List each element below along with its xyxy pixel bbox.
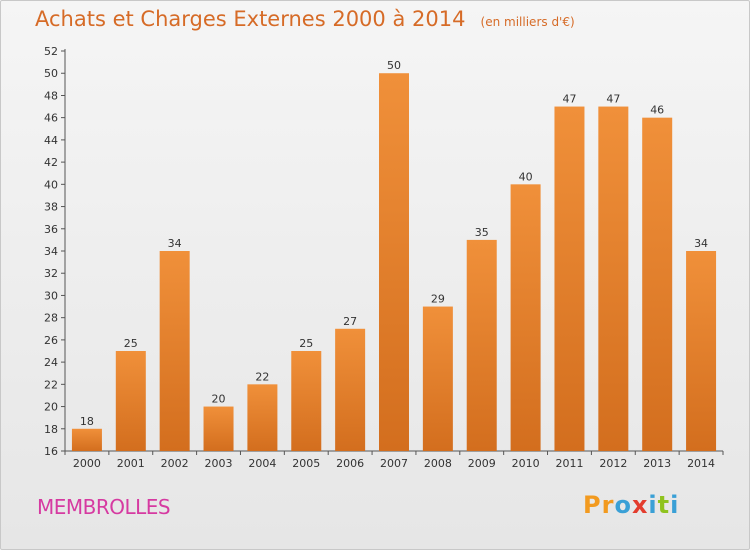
bar	[291, 351, 322, 451]
y-tick-label: 48	[44, 89, 58, 102]
data-label: 25	[299, 337, 313, 350]
y-tick-label: 36	[44, 223, 58, 236]
y-tick-label: 52	[44, 45, 58, 58]
bar	[642, 117, 673, 452]
y-tick-label: 18	[44, 423, 58, 436]
bar	[510, 184, 541, 452]
commune-name: MEMBROLLES	[37, 495, 171, 519]
data-label: 50	[387, 59, 401, 72]
logo-letter: i	[648, 491, 658, 519]
y-tick-label: 44	[44, 134, 58, 147]
y-axis: 16 18 20 22 24 26 28 30 32 34 36 38 40 42 44 46 48 50 52	[44, 45, 66, 458]
bars	[71, 73, 717, 452]
bar	[598, 106, 629, 452]
data-label: 27	[343, 315, 357, 328]
x-tick-label: 2010	[512, 457, 540, 470]
logo-letter: i	[670, 491, 680, 519]
x-tick-label: 2002	[161, 457, 189, 470]
bar	[686, 251, 717, 451]
logo-letter: x	[631, 491, 649, 519]
bar	[203, 406, 234, 451]
bar	[247, 384, 278, 451]
x-tick-label: 2014	[687, 457, 715, 470]
data-labels: 18 25 34 20 22 25 27 50 29 35 40 47 47 46 34	[80, 59, 708, 428]
y-tick-label: 40	[44, 178, 58, 191]
data-label: 47	[562, 93, 576, 106]
data-label: 20	[212, 393, 226, 406]
x-tick-label: 2006	[336, 457, 364, 470]
x-tick-label: 2003	[205, 457, 233, 470]
bar	[379, 73, 409, 451]
x-tick-label: 2013	[643, 457, 671, 470]
y-tick-label: 32	[44, 267, 58, 280]
x-tick-label: 2009	[468, 457, 496, 470]
data-label: 40	[519, 170, 533, 183]
y-tick-label: 22	[44, 378, 58, 391]
data-label: 18	[80, 415, 94, 428]
data-label: 25	[124, 337, 138, 350]
chart-unit: (en milliers d'€)	[480, 15, 575, 29]
x-tick-label: 2001	[117, 457, 145, 470]
x-tick-label: 2008	[424, 457, 452, 470]
bar	[335, 328, 366, 451]
bar	[554, 106, 585, 452]
proxiti-logo: Proxiti	[583, 491, 679, 519]
bar	[422, 306, 453, 451]
data-label: 29	[431, 293, 445, 306]
logo-letter: P	[583, 491, 602, 519]
y-tick-label: 30	[44, 289, 58, 302]
x-axis: 2000 2001 2002 2003 2004 2005 2006 2007 2008 2009…	[64, 450, 724, 470]
data-label: 47	[606, 93, 620, 106]
logo-letter: o	[614, 491, 632, 519]
bar	[71, 428, 102, 451]
data-label: 34	[168, 237, 182, 250]
y-tick-label: 38	[44, 201, 58, 214]
y-tick-label: 50	[44, 67, 58, 80]
bar	[466, 239, 497, 451]
data-label: 22	[255, 370, 269, 383]
data-label: 35	[475, 226, 489, 239]
y-tick-label: 16	[44, 445, 58, 458]
y-tick-label: 26	[44, 334, 58, 347]
x-tick-label: 2000	[73, 457, 101, 470]
data-label: 34	[694, 237, 708, 250]
x-tick-label: 2007	[380, 457, 408, 470]
x-tick-label: 2011	[555, 457, 583, 470]
chart-title: Achats et Charges Externes 2000 à 2014	[35, 7, 466, 31]
logo-letter: t	[657, 491, 671, 519]
y-tick-label: 20	[44, 401, 58, 414]
logo-letter: r	[601, 491, 615, 519]
bar	[115, 351, 146, 451]
bar	[159, 251, 190, 451]
x-tick-label: 2004	[248, 457, 276, 470]
x-tick-label: 2005	[292, 457, 320, 470]
title-line: Achats et Charges Externes 2000 à 2014 (…	[35, 7, 575, 31]
x-tick-label: 2012	[599, 457, 627, 470]
y-tick-label: 24	[44, 356, 58, 369]
y-tick-label: 42	[44, 156, 58, 169]
y-tick-label: 46	[44, 112, 58, 125]
data-label: 46	[650, 104, 664, 117]
y-tick-label: 34	[44, 245, 58, 258]
y-tick-label: 28	[44, 312, 58, 325]
